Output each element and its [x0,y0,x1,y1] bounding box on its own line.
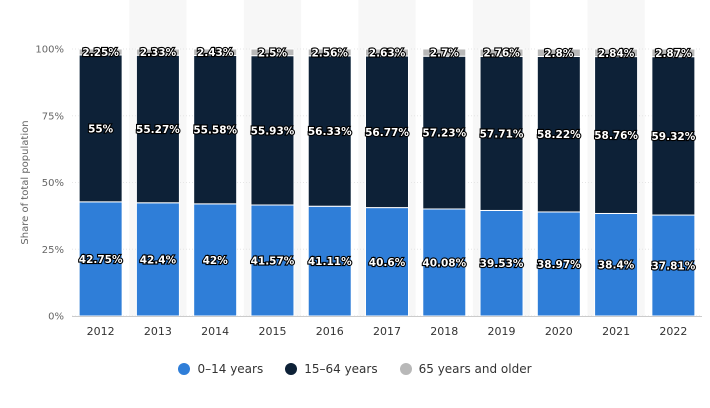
legend: 0–14 years 15–64 years 65 years and olde… [0,362,710,376]
data-label: 2.87% [655,48,692,60]
bar-65-plus-2020 [536,48,581,58]
data-label: 40.6% [369,257,406,269]
data-label: 2.84% [598,48,635,60]
legend-item-0-14[interactable]: 0–14 years [178,362,263,376]
bar-0-14-2017 [365,207,409,317]
data-label: 41.11% [308,256,352,268]
x-tick-label: 2018 [430,325,458,338]
bar-0-14-2016 [307,205,352,317]
x-tick-label: 2020 [545,325,573,338]
data-label: 57.71% [480,128,524,140]
data-label: 41.57% [251,256,295,268]
data-label: 55% [88,123,114,135]
y-tick-label: 100% [35,45,64,56]
data-label: 37.81% [651,261,695,273]
data-label: 42% [203,255,229,267]
bar-65-plus-2015 [250,48,295,57]
x-tick-label: 2015 [258,325,286,338]
x-tick-label: 2022 [659,325,687,338]
bar-15-64-2012 [78,54,123,203]
x-tick-label: 2021 [602,325,630,338]
y-axis-title: Share of total population [20,120,31,244]
bar-0-14-2020 [536,211,581,317]
data-label: 55.58% [193,125,237,137]
data-label: 2.56% [312,47,349,59]
bar-15-64-2014 [193,54,238,205]
bar-65-plus-2012 [78,48,123,56]
bar-15-64-2013 [135,54,180,204]
data-label: 56.33% [308,126,352,138]
bar-0-14-2019 [479,209,524,317]
bar-15-64-2021 [594,56,639,214]
x-tick-label: 2017 [373,325,401,338]
data-label: 2.76% [483,48,520,60]
data-label: 2.63% [369,48,406,60]
data-label: 38.97% [537,259,581,271]
x-tick-label: 2013 [144,325,172,338]
x-tick-label: 2016 [316,325,344,338]
bar-65-plus-2022 [651,48,696,58]
bar-0-14-2018 [422,208,467,317]
data-label: 55.93% [251,125,295,137]
bar-0-14-2012 [78,201,123,317]
data-label: 2.33% [140,47,177,59]
legend-item-15-64[interactable]: 15–64 years [285,362,378,376]
data-label: 58.76% [594,130,638,142]
data-label: 58.22% [537,129,581,141]
data-label: 2.7% [430,48,460,60]
bar-65-plus-2014 [193,48,238,56]
bar-65-plus-2018 [422,48,467,57]
legend-swatch-0-14 [178,363,191,375]
bar-0-14-2013 [135,202,180,317]
data-label: 57.23% [422,128,466,140]
y-tick-label: 25% [42,245,64,256]
bar-15-64-2017 [365,55,409,209]
y-tick-label: 75% [42,111,64,122]
data-label: 2.5% [258,47,288,59]
x-tick-label: 2012 [87,325,115,338]
bar-65-plus-2019 [479,48,524,57]
bar-15-64-2015 [250,55,295,206]
data-label: 2.25% [82,47,119,59]
bar-65-plus-2017 [365,48,409,57]
x-tick-label: 2014 [201,325,229,338]
legend-swatch-15-64 [285,363,298,375]
legend-swatch-65-plus [399,363,412,375]
data-label: 42.75% [79,254,123,266]
bar-65-plus-2016 [307,48,352,57]
data-label: 39.53% [480,258,524,270]
data-label: 42.4% [140,254,177,266]
y-tick-label: 50% [42,178,64,189]
legend-label-65-plus: 65 years and older [418,362,532,376]
legend-label-0-14: 0–14 years [197,362,264,376]
bar-15-64-2018 [422,55,467,210]
data-label: 40.08% [422,257,466,269]
data-label: 56.77% [365,127,409,139]
data-label: 38.4% [598,260,635,272]
data-label: 55.27% [136,124,180,136]
bar-65-plus-2013 [135,48,180,56]
bar-0-14-2022 [651,214,696,317]
x-tick-label: 2019 [488,325,516,338]
data-label: 59.32% [651,131,695,143]
data-label: 2.43% [197,47,234,59]
data-label: 2.8% [544,48,574,60]
bar-65-plus-2021 [594,48,639,58]
bar-15-64-2016 [307,55,352,207]
bar-0-14-2021 [594,212,639,317]
y-tick-label: 0% [48,312,64,323]
bar-0-14-2015 [250,204,295,317]
legend-label-15-64: 15–64 years [304,362,378,376]
legend-item-65-plus[interactable]: 65 years and older [399,362,532,376]
